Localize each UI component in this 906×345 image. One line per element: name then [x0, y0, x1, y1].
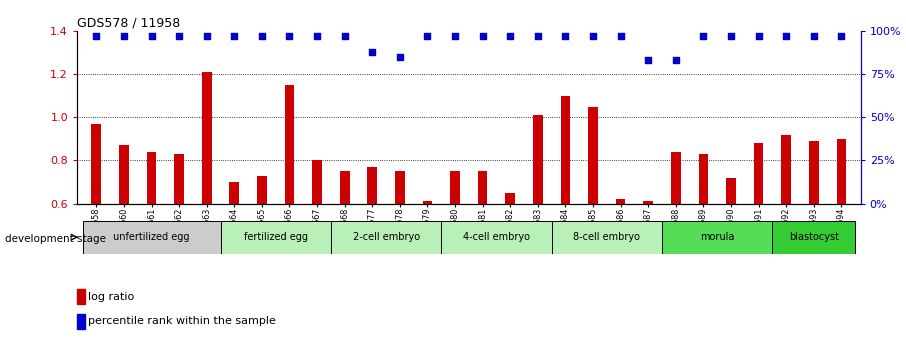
Text: 2-cell embryo: 2-cell embryo — [352, 232, 419, 242]
Bar — [92, 124, 101, 204]
Point — [531, 33, 545, 39]
Bar — [119, 145, 129, 204]
Bar — [662, 221, 773, 254]
Point — [476, 33, 490, 39]
Bar — [477, 171, 487, 204]
Bar — [82, 221, 220, 254]
Bar — [368, 167, 377, 204]
Point — [89, 33, 103, 39]
Bar — [781, 135, 791, 204]
Text: development stage: development stage — [5, 234, 105, 244]
Point — [696, 33, 710, 39]
Text: 8-cell embryo: 8-cell embryo — [573, 232, 641, 242]
Text: fertilized egg: fertilized egg — [244, 232, 308, 242]
Point — [310, 33, 324, 39]
Bar — [809, 141, 819, 204]
Bar — [552, 221, 662, 254]
Bar — [147, 152, 157, 204]
Text: morula: morula — [700, 232, 735, 242]
Point — [724, 33, 738, 39]
Point — [117, 33, 131, 39]
Point — [448, 33, 462, 39]
Point — [199, 33, 214, 39]
Point — [751, 33, 766, 39]
Bar — [671, 152, 680, 204]
Bar — [202, 72, 211, 204]
Point — [283, 33, 297, 39]
Bar — [450, 171, 460, 204]
Text: GDS578 / 11958: GDS578 / 11958 — [77, 17, 180, 30]
Point — [779, 33, 794, 39]
Point — [255, 33, 269, 39]
Point — [227, 33, 242, 39]
Text: percentile rank within the sample: percentile rank within the sample — [89, 316, 276, 326]
Point — [144, 33, 159, 39]
Point — [337, 33, 352, 39]
Bar — [77, 289, 85, 304]
Point — [641, 58, 655, 63]
Bar — [533, 115, 543, 204]
Point — [392, 54, 407, 60]
Point — [172, 33, 187, 39]
Bar — [220, 221, 331, 254]
Bar — [229, 182, 239, 204]
Bar — [699, 154, 708, 204]
Point — [503, 33, 517, 39]
Bar — [331, 221, 441, 254]
Text: 4-cell embryo: 4-cell embryo — [463, 232, 530, 242]
Point — [806, 33, 821, 39]
Bar — [313, 160, 322, 204]
Bar — [588, 107, 598, 204]
Point — [586, 33, 601, 39]
Bar — [643, 201, 653, 204]
Text: log ratio: log ratio — [89, 292, 135, 302]
Bar — [754, 143, 764, 204]
Text: blastocyst: blastocyst — [789, 232, 839, 242]
Bar — [77, 314, 85, 329]
Point — [558, 33, 573, 39]
Point — [669, 58, 683, 63]
Point — [365, 49, 380, 55]
Bar — [395, 171, 405, 204]
Bar — [561, 96, 570, 204]
Bar — [773, 221, 855, 254]
Text: unfertilized egg: unfertilized egg — [113, 232, 189, 242]
Point — [420, 33, 435, 39]
Bar — [340, 171, 350, 204]
Point — [613, 33, 628, 39]
Bar — [441, 221, 552, 254]
Point — [834, 33, 849, 39]
Bar — [422, 201, 432, 204]
Bar — [836, 139, 846, 204]
Bar — [616, 199, 625, 204]
Bar — [257, 176, 266, 204]
Bar — [506, 193, 516, 204]
Bar — [284, 85, 294, 204]
Bar — [174, 154, 184, 204]
Bar — [727, 178, 736, 204]
